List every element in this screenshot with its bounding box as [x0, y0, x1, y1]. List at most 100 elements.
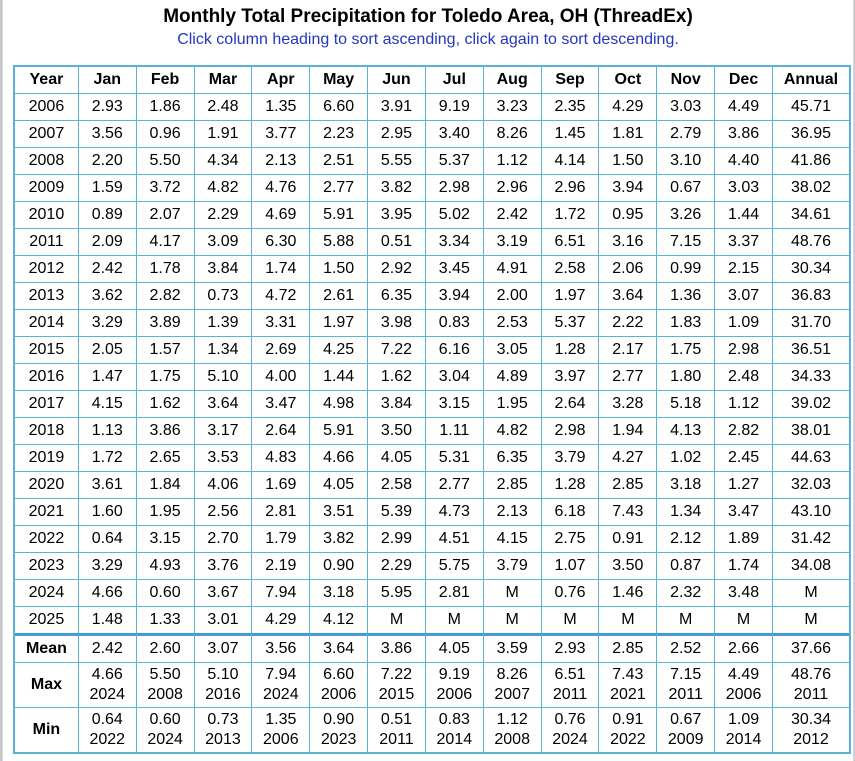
value-cell: 2.96 — [541, 175, 600, 202]
value-cell: 2.69 — [252, 337, 311, 364]
value-cell: 4.83 — [252, 445, 311, 472]
value-cell: 0.95 — [599, 202, 658, 229]
min-year: 2014 — [725, 731, 762, 748]
value-cell: 3.29 — [78, 310, 137, 337]
value-cell: M — [483, 580, 542, 607]
page-title: Monthly Total Precipitation for Toledo A… — [163, 6, 693, 27]
column-header-may[interactable]: May — [310, 67, 369, 94]
column-header-jun[interactable]: Jun — [368, 67, 426, 94]
value-cell: 0.96 — [136, 121, 195, 148]
value-cell: 3.84 — [368, 391, 426, 418]
column-header-annual[interactable]: Annual — [772, 67, 849, 94]
value-cell: 4.66 — [310, 445, 369, 472]
value-cell: 2.99 — [368, 526, 426, 553]
year-cell: 2020 — [15, 472, 79, 499]
min-cell: 1.12 2008 — [484, 708, 542, 752]
mean-cell: 37.66 — [772, 633, 849, 663]
value-cell: 3.40 — [425, 121, 484, 148]
year-cell: 2016 — [15, 364, 79, 391]
value-cell: 6.51 — [541, 229, 600, 256]
value-cell: 2.06 — [599, 256, 658, 283]
max-cell: 7.94 2024 — [252, 663, 311, 708]
value-cell: 1.34 — [657, 499, 716, 526]
column-header-apr[interactable]: Apr — [252, 67, 311, 94]
min-year: 2014 — [436, 731, 473, 748]
max-year: 2011 — [793, 686, 829, 703]
column-header-dec[interactable]: Dec — [715, 67, 773, 94]
min-value: 1.35 — [265, 711, 297, 728]
mean-cell: 3.07 — [194, 633, 253, 663]
value-cell: 2.82 — [715, 418, 773, 445]
max-year: 2021 — [610, 686, 646, 703]
column-header-year[interactable]: Year — [15, 67, 79, 94]
value-cell: 5.88 — [310, 229, 369, 256]
value-cell: 4.82 — [194, 175, 253, 202]
max-value: 5.50 — [149, 666, 181, 683]
value-cell: 2.61 — [310, 283, 369, 310]
max-cell: 7.15 2011 — [657, 663, 716, 708]
value-cell: 2.09 — [78, 229, 137, 256]
value-cell: 4.12 — [310, 607, 369, 633]
year-cell: 2019 — [15, 445, 79, 472]
column-header-oct[interactable]: Oct — [599, 67, 658, 94]
min-year: 2023 — [320, 731, 357, 748]
value-cell: 3.89 — [136, 310, 195, 337]
value-cell: 1.09 — [715, 310, 773, 337]
value-cell: M — [715, 607, 773, 633]
value-cell: 3.95 — [368, 202, 426, 229]
value-cell: 3.77 — [252, 121, 311, 148]
value-cell: 1.34 — [194, 337, 253, 364]
value-cell: 1.50 — [599, 148, 658, 175]
column-header-jan[interactable]: Jan — [78, 67, 137, 94]
column-header-feb[interactable]: Feb — [136, 67, 195, 94]
value-cell: 3.18 — [310, 580, 369, 607]
value-cell: 2.77 — [310, 175, 369, 202]
value-cell: 1.33 — [137, 607, 195, 633]
value-cell: 2.12 — [657, 526, 716, 553]
value-cell: 5.55 — [368, 148, 426, 175]
value-cell: 4.27 — [599, 445, 658, 472]
column-header-jul[interactable]: Jul — [425, 67, 484, 94]
value-cell: M — [542, 607, 600, 633]
year-cell: 2009 — [15, 175, 79, 202]
value-cell: 4.91 — [483, 256, 542, 283]
value-cell: 3.94 — [599, 175, 658, 202]
table-row: 2012 2.42 1.78 3.84 1.74 1.50 2.92 3.45 4.91 2.58… — [15, 256, 849, 283]
table-row: 2025 1.48 1.33 3.01 4.29 4.12 M M M M M M M M — [15, 607, 849, 633]
year-cell: 2013 — [15, 283, 79, 310]
value-cell: 1.28 — [541, 337, 600, 364]
value-cell: 30.34 — [772, 256, 849, 283]
value-cell: 1.86 — [136, 94, 195, 121]
column-header-sep[interactable]: Sep — [541, 67, 600, 94]
year-cell: 2011 — [15, 229, 79, 256]
value-cell: 4.73 — [425, 499, 484, 526]
table-row: 2006 2.93 1.86 2.48 1.35 6.60 3.91 9.19 3.23 2.35… — [15, 94, 849, 121]
min-cell: 0.83 2014 — [426, 708, 484, 752]
min-year: 2013 — [205, 731, 241, 748]
value-cell: 3.79 — [483, 553, 542, 580]
value-cell: 5.31 — [425, 445, 484, 472]
value-cell: 3.64 — [599, 283, 658, 310]
value-cell: 1.72 — [541, 202, 600, 229]
min-cell: 0.67 2009 — [657, 708, 716, 752]
mean-cell: 3.86 — [368, 633, 426, 663]
min-cell: 0.73 2013 — [195, 708, 253, 752]
value-cell: 6.60 — [310, 94, 369, 121]
column-header-aug[interactable]: Aug — [483, 67, 542, 94]
max-value: 6.60 — [323, 666, 355, 683]
year-cell: 2025 — [15, 607, 79, 633]
min-year: 2022 — [610, 731, 646, 748]
value-cell: 1.69 — [252, 472, 311, 499]
max-year: 2024 — [263, 686, 299, 703]
value-cell: 3.19 — [483, 229, 542, 256]
value-cell: 0.51 — [368, 229, 426, 256]
min-value: 0.64 — [91, 711, 123, 728]
value-cell: 2.42 — [78, 256, 137, 283]
max-cell: 8.26 2007 — [483, 663, 542, 708]
value-cell: 2.13 — [252, 148, 311, 175]
value-cell: 3.94 — [425, 283, 484, 310]
column-header-mar[interactable]: Mar — [194, 67, 253, 94]
column-header-nov[interactable]: Nov — [657, 67, 716, 94]
max-cell: 6.60 2006 — [310, 663, 369, 708]
mean-cell: 3.59 — [483, 633, 542, 663]
